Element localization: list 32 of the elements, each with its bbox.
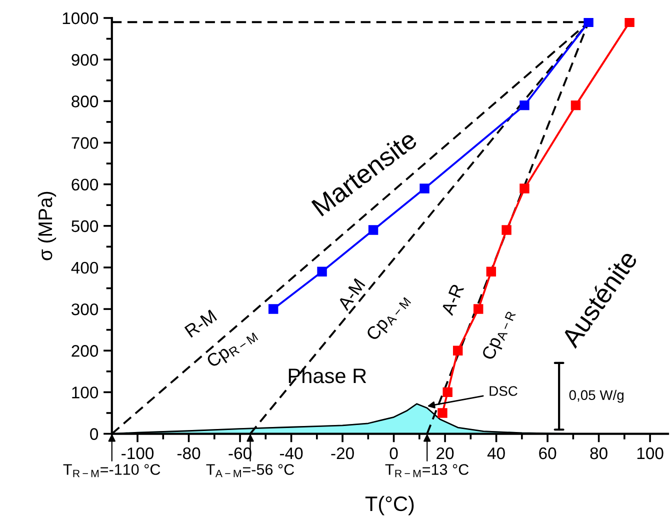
x-tick-label: -20 — [331, 447, 354, 460]
annotation: T$_{A−M}$=-56 °C — [206, 464, 294, 478]
x-tick-label: 100 — [637, 447, 664, 460]
y-tick-label: 900 — [72, 54, 98, 66]
annotation: Cp$_{A−M}$ — [365, 292, 412, 344]
y-tick-label: 700 — [72, 137, 98, 149]
x-tick-label: -80 — [177, 447, 200, 460]
y-tick-label: 200 — [72, 345, 98, 357]
x-tick-label: -40 — [280, 447, 303, 460]
x-tick-label: 0 — [390, 447, 398, 460]
y-tick-label: 400 — [71, 262, 98, 274]
x-tick-label: 80 — [590, 447, 608, 460]
y-tick-label: 100 — [72, 386, 98, 398]
x-tick-label: -100 — [122, 447, 154, 460]
annotation: DSC — [490, 386, 518, 396]
x-tick-label: 20 — [436, 447, 454, 460]
annotation: 0,05 W/g — [569, 390, 624, 403]
annotation: T$_{R−M}$=13 °C — [385, 464, 469, 478]
y-tick-label: 500 — [72, 220, 98, 232]
x-axis-title: T(°C) — [365, 496, 414, 516]
annotation: A-R — [440, 283, 464, 316]
y-axis-title: σ (MPa) — [38, 192, 56, 260]
y-tick-label: 0 — [90, 428, 98, 440]
annotation: T$_{R−M}$=-110 °C — [63, 464, 160, 478]
y-tick-label: 800 — [72, 96, 98, 108]
y-tick-label: 1000 — [62, 12, 98, 24]
annotation: Cp$_{A−R}$ — [481, 308, 517, 362]
annotation: Phase R — [288, 368, 366, 384]
y-tick-label: 300 — [72, 303, 98, 316]
y-tick-label: 600 — [72, 178, 98, 191]
x-tick-label: 60 — [539, 447, 556, 460]
x-tick-label: 40 — [487, 447, 505, 460]
